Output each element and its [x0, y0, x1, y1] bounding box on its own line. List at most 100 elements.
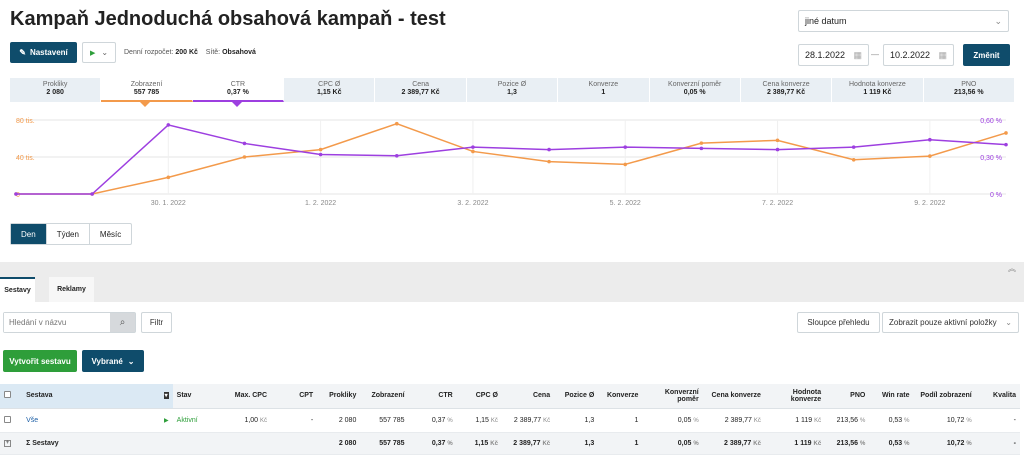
col-hodnota-konverze[interactable]: Hodnota konverze: [764, 384, 826, 409]
metric-value: 2 080: [46, 89, 64, 96]
search-input[interactable]: [4, 313, 110, 332]
col-cpc[interactable]: CPC Ø: [456, 384, 502, 409]
metric-prokliky[interactable]: Prokliky 2 080: [10, 78, 102, 102]
unit: %: [966, 440, 972, 447]
data-point[interactable]: [1004, 142, 1008, 147]
row-cpt: -: [271, 408, 318, 433]
date-preset-select[interactable]: jiné datum ⌄: [798, 10, 1009, 32]
date-preset-value: jiné datum: [805, 16, 847, 26]
col-stav[interactable]: Stav: [172, 384, 219, 409]
data-point[interactable]: [623, 145, 628, 149]
search-button[interactable]: ⌕: [110, 313, 135, 332]
sum-pno: 213,56 %: [825, 432, 870, 455]
col-win-rate[interactable]: Win rate: [869, 384, 914, 409]
metric-pno[interactable]: PNO 213,56 %: [924, 78, 1014, 102]
create-adgroup-button[interactable]: Vytvořit sestavu: [3, 350, 77, 372]
data-point[interactable]: [394, 153, 399, 158]
data-point[interactable]: [318, 147, 323, 152]
row-max-cpc[interactable]: 1,00 Kč: [218, 408, 272, 433]
metric-cena-konverze[interactable]: Cena konverze 2 389,77 Kč: [741, 78, 833, 102]
data-point[interactable]: [242, 141, 247, 146]
row-conv-value: 1 119 Kč: [764, 408, 826, 433]
metric-konverze[interactable]: Konverze 1: [558, 78, 650, 102]
active-only-select[interactable]: Zobrazit pouze aktivní položky ⌄: [882, 312, 1019, 333]
collapse-icon[interactable]: ︽: [1008, 264, 1016, 273]
value: 1,15: [475, 416, 489, 424]
play-icon[interactable]: ▶: [164, 417, 169, 424]
metric-pozice[interactable]: Pozice Ø 1,3: [467, 78, 559, 102]
col-kvalita[interactable]: Kvalita: [975, 384, 1020, 409]
data-point[interactable]: [242, 155, 247, 159]
select-all-checkbox[interactable]: [4, 391, 11, 399]
tab-sestavy[interactable]: Sestavy: [0, 277, 35, 302]
data-point[interactable]: [471, 145, 475, 149]
y-left-tick-label: 40 tis.: [16, 155, 35, 162]
data-point[interactable]: [699, 141, 704, 145]
metric-label: Konverzní poměr: [668, 81, 722, 88]
data-point[interactable]: [166, 123, 171, 127]
metric-zobrazeni[interactable]: Zobrazení 557 785: [101, 78, 193, 102]
col-konverzni-pomer[interactable]: Konverzní poměr: [642, 384, 703, 409]
data-point[interactable]: [623, 162, 628, 167]
metric-cena[interactable]: Cena 2 389,77 Kč: [375, 78, 467, 102]
period-month[interactable]: Měsíc: [99, 229, 122, 239]
change-date-button[interactable]: Změnit: [963, 44, 1010, 66]
metric-konverzni-pomer[interactable]: Konverzní poměr 0,05 %: [650, 78, 741, 102]
col-pozice[interactable]: Pozice Ø: [554, 384, 599, 409]
col-ctr[interactable]: CTR: [408, 384, 457, 409]
col-cpt[interactable]: CPT: [271, 384, 318, 409]
col-max-cpc[interactable]: Max. CPC: [218, 384, 272, 409]
metric-hodnota-konverze[interactable]: Hodnota konverze 1 119 Kč: [832, 78, 924, 102]
col-podil-zobrazeni[interactable]: Podíl zobrazení: [913, 384, 976, 409]
status-toggle[interactable]: ▶ ⌄: [82, 42, 116, 63]
data-point[interactable]: [775, 138, 780, 143]
data-point[interactable]: [547, 159, 551, 164]
selected-actions-button[interactable]: Vybrané ⌄: [82, 350, 144, 372]
data-point[interactable]: [851, 145, 856, 149]
col-cena[interactable]: Cena: [501, 384, 555, 409]
data-point[interactable]: [394, 121, 399, 126]
sort-icon[interactable]: ▾: [163, 392, 169, 400]
period-day[interactable]: Den: [11, 224, 47, 244]
chevron-down-icon: ⌄: [101, 48, 109, 57]
tab-reklamy[interactable]: Reklamy: [49, 277, 94, 302]
data-point[interactable]: [471, 149, 475, 154]
data-point[interactable]: [699, 146, 704, 151]
row-checkbox[interactable]: [4, 415, 11, 423]
data-point[interactable]: [851, 157, 856, 162]
date-to-input[interactable]: 10.2.2022 ▦: [883, 44, 954, 66]
metric-cpc[interactable]: CPC Ø 1,15 Kč: [284, 78, 376, 102]
metric-ctr[interactable]: CTR 0,37 %: [192, 78, 285, 102]
value: 2 389,77: [513, 439, 541, 447]
data-point[interactable]: [547, 147, 551, 152]
series-line-left: [16, 122, 1007, 195]
data-point[interactable]: [318, 152, 323, 157]
data-point[interactable]: [14, 192, 18, 196]
col-prokliky[interactable]: Prokliky: [317, 384, 361, 409]
data-point[interactable]: [775, 147, 780, 152]
row-name-link[interactable]: Vše: [26, 416, 39, 424]
col-sestava[interactable]: Sestava ▾: [22, 384, 173, 409]
date-from-input[interactable]: 28.1.2022 ▦: [798, 44, 869, 66]
chevron-down-icon: ⌄: [1005, 318, 1012, 327]
period-week[interactable]: Týden: [47, 224, 90, 244]
metric-label: Prokliky: [42, 81, 68, 88]
data-point[interactable]: [166, 175, 171, 180]
x-tick-label: 1. 2. 2022: [305, 200, 336, 207]
row-name-cell: Vše ▶: [22, 408, 173, 433]
data-point[interactable]: [1004, 131, 1008, 135]
data-point[interactable]: [928, 154, 932, 158]
col-pno[interactable]: PNO: [825, 384, 870, 409]
filter-button[interactable]: Filtr: [141, 312, 172, 333]
row-pno: 213,56 %: [825, 408, 870, 433]
expand-icon[interactable]: +: [4, 440, 11, 447]
settings-button[interactable]: ✎ Nastavení: [10, 42, 77, 63]
col-zobrazeni[interactable]: Zobrazení: [360, 384, 409, 409]
col-cena-konverze[interactable]: Cena konverze: [702, 384, 765, 409]
row-cost: 2 389,77 Kč: [501, 408, 555, 433]
data-point[interactable]: [928, 137, 932, 142]
col-konverze[interactable]: Konverze: [598, 384, 643, 409]
period-switcher: Den Týden Měsíc: [10, 223, 133, 245]
columns-button[interactable]: Sloupce přehledu: [797, 312, 880, 333]
data-point[interactable]: [90, 192, 94, 196]
